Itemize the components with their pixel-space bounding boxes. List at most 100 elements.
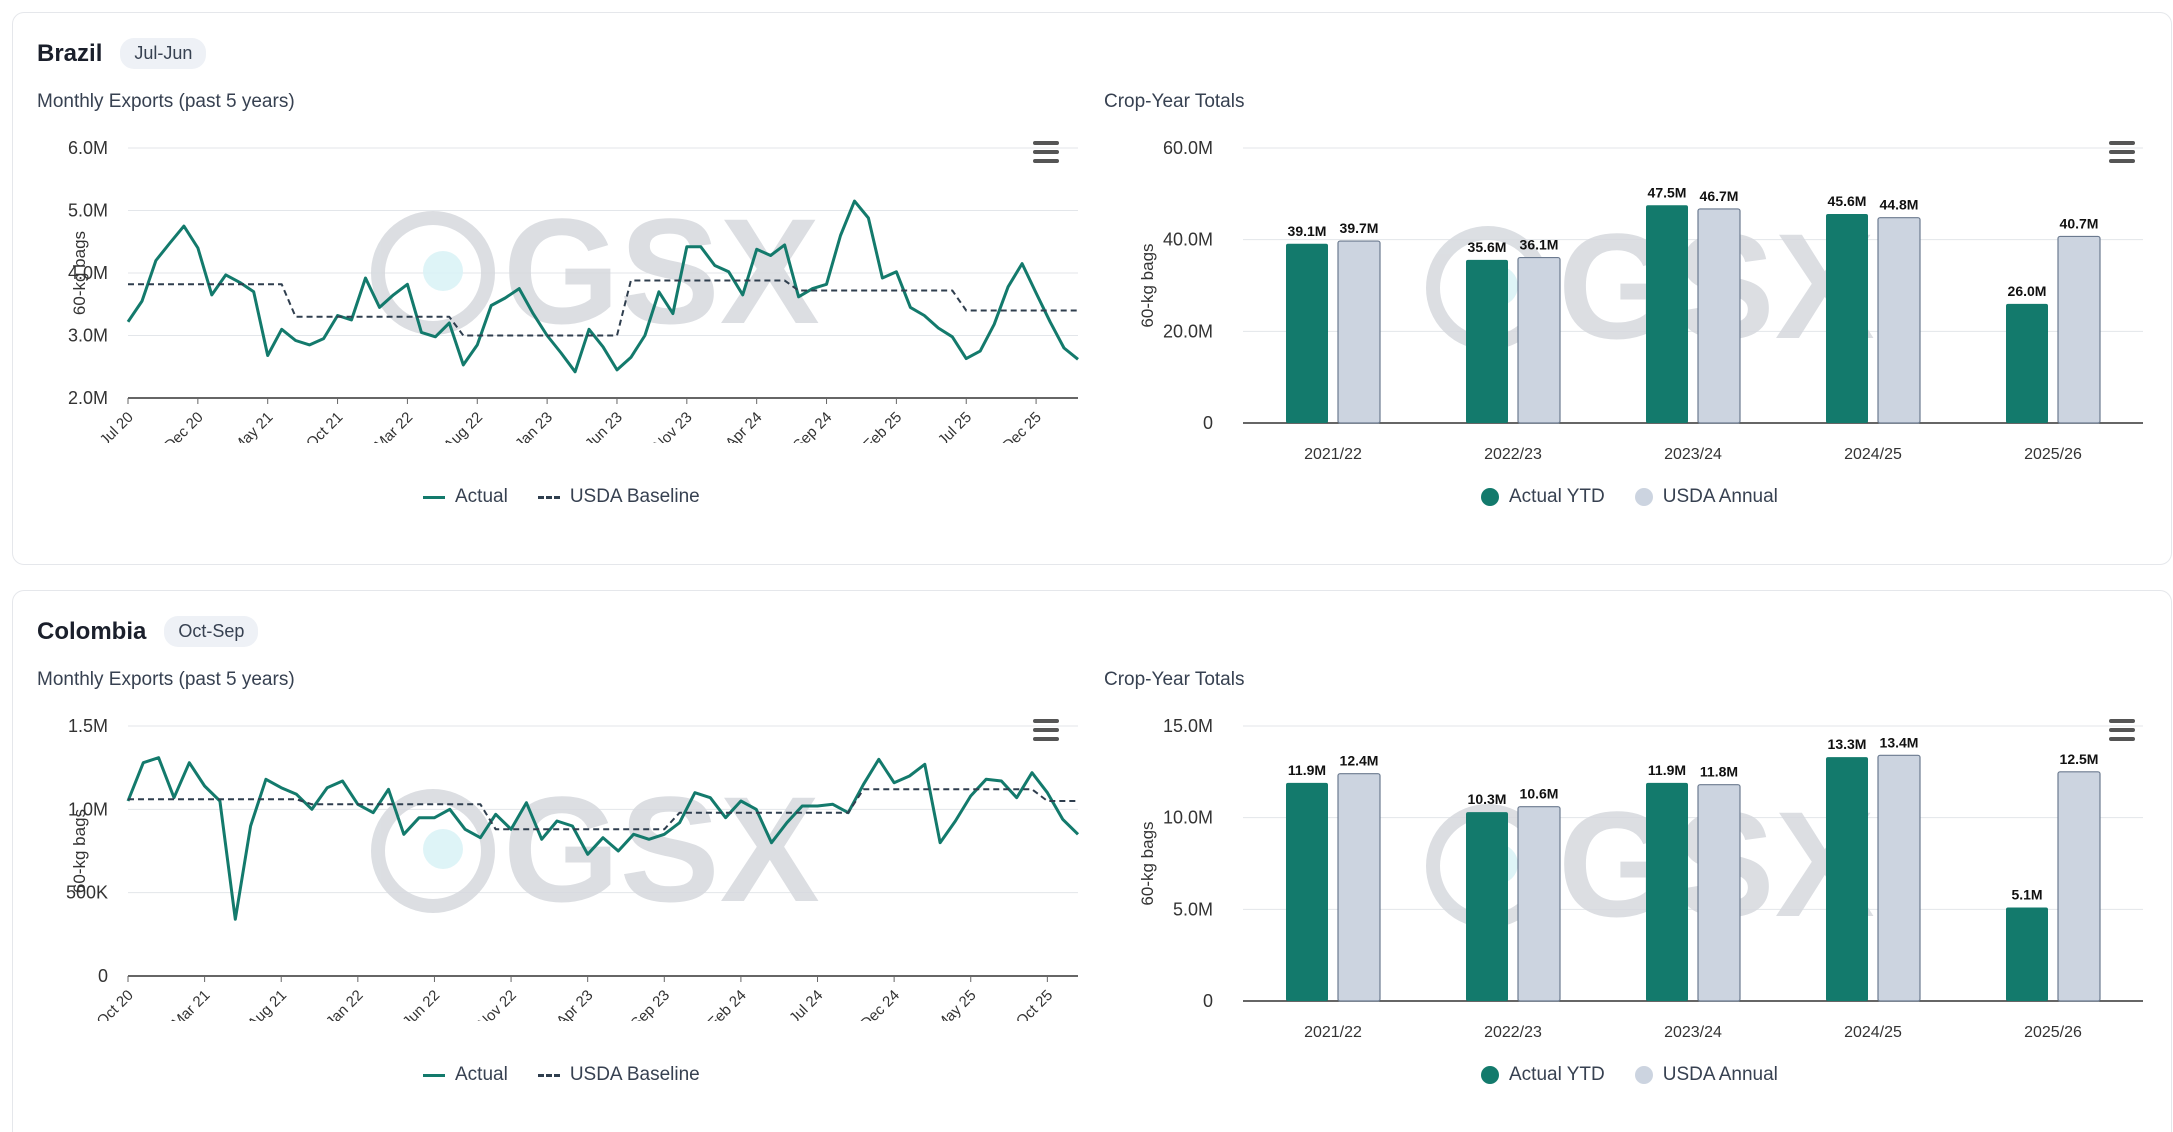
y-tick-label: 1.5M: [68, 716, 108, 736]
bar-actual-ytd: [2006, 907, 2048, 1001]
y-tick-label: 0: [1203, 413, 1213, 433]
y-tick-label: 0: [98, 966, 108, 986]
bar-usda-annual: [1517, 256, 1561, 424]
bar-data-label: 11.9M: [1288, 762, 1326, 778]
baseline-series-line: [128, 279, 1078, 337]
actual-series-line: [126, 756, 1080, 921]
y-tick-label: 10.0M: [1163, 808, 1213, 828]
watermark-text: GSX: [503, 765, 820, 933]
bar-data-label: 44.8M: [1880, 197, 1919, 213]
watermark-text: GSX: [503, 187, 820, 355]
x-tick-label: 2025/26: [2024, 446, 2082, 463]
y-tick-label: 5.0M: [68, 201, 108, 221]
bar-usda-annual: [2057, 771, 2101, 1002]
legend-item-actual-ytd[interactable]: Actual YTD: [1481, 1064, 1605, 1086]
x-tick-label: 2025/26: [2024, 1024, 2082, 1041]
legend-item-baseline[interactable]: USDA Baseline: [537, 486, 700, 508]
y-tick-label: 500K: [66, 883, 108, 903]
colombia-header: Colombia Oct-Sep: [37, 616, 259, 647]
x-tick-label: 2024/25: [1844, 1024, 1902, 1041]
x-tick-label: 2023/24: [1664, 1024, 1722, 1041]
chart-menu-icon[interactable]: [1033, 719, 1059, 741]
x-tick-label: Aug 22: [440, 409, 486, 443]
y-tick-label: 6.0M: [68, 138, 108, 158]
legend-item-usda-annual[interactable]: USDA Annual: [1634, 1064, 1778, 1086]
bar-data-label: 12.5M: [2060, 751, 2099, 767]
bar-data-label: 39.1M: [1288, 223, 1327, 239]
bar-actual-ytd: [1646, 782, 1688, 1001]
bar-usda-annual: [1877, 217, 1921, 424]
bar-actual-ytd: [1646, 205, 1688, 423]
bar-usda-annual: [1517, 806, 1561, 1002]
x-tick-label: Feb 25: [860, 409, 905, 443]
y-tick-label: 0: [1203, 991, 1213, 1011]
legend-line-swatch: [423, 1073, 445, 1077]
bar-data-label: 13.3M: [1828, 736, 1867, 752]
legend-label: USDA Baseline: [569, 486, 700, 507]
y-tick-label: 20.0M: [1163, 321, 1213, 341]
bar-data-label: 5.1M: [2011, 887, 2042, 903]
bar-chart-title: Crop-Year Totals: [1104, 91, 1245, 112]
x-tick-label: Oct 25: [1013, 987, 1056, 1021]
chart-menu-icon[interactable]: [1033, 141, 1059, 163]
bar-data-label: 40.7M: [2060, 215, 2099, 231]
bar-data-label: 36.1M: [1520, 237, 1559, 253]
brazil-header: Brazil Jul-Jun: [37, 38, 207, 69]
y-tick-label: 4.0M: [68, 263, 108, 283]
colombia-monthly-chart: 0 500K 1.0M 1.5M 60-kg bags GSX Oct 20 Mar 21 Au…: [66, 716, 1080, 1021]
x-tick-label: Jan 23: [512, 409, 556, 443]
watermark-ring: [371, 789, 495, 913]
bar-data-label: 45.6M: [1828, 193, 1867, 209]
y-tick-label: 5.0M: [1173, 899, 1213, 919]
legend-label: Actual YTD: [1509, 1064, 1605, 1085]
bar-actual-ytd: [1826, 757, 1868, 1001]
y-tick-label: 60.0M: [1163, 138, 1213, 158]
bar-chart-legend: Actual YTD USDA Annual: [1481, 1064, 1778, 1086]
x-tick-label: Jun 23: [582, 409, 626, 443]
legend-dash-swatch: [537, 495, 560, 499]
x-tick-label: Mar 22: [371, 409, 416, 443]
brazil-panel: Brazil Jul-Jun Monthly Exports (past 5 y…: [12, 12, 2172, 565]
y-axis-label: 60-kg bags: [70, 231, 89, 315]
line-chart-title: Monthly Exports (past 5 years): [37, 669, 295, 690]
chart-menu-icon[interactable]: [2109, 141, 2135, 163]
legend-dot: [1481, 1066, 1499, 1084]
chart-menu-icon[interactable]: [2109, 719, 2135, 741]
y-axis-label: 60-kg bags: [70, 809, 89, 893]
bar-data-label: 47.5M: [1648, 184, 1687, 200]
legend-label: USDA Annual: [1662, 486, 1778, 507]
x-tick-label: May 21: [230, 409, 277, 443]
season-badge: Jul-Jun: [120, 38, 207, 69]
actual-series-line: [126, 199, 1079, 374]
country-title: Colombia: [37, 617, 147, 645]
legend-item-baseline[interactable]: USDA Baseline: [537, 1064, 700, 1086]
bar-actual-ytd: [1286, 782, 1328, 1001]
bar-usda-annual: [1337, 773, 1381, 1002]
x-tick-label: Jul 24: [786, 987, 826, 1021]
line-chart-title: Monthly Exports (past 5 years): [37, 91, 295, 112]
line-chart-legend: Actual USDA Baseline: [423, 1064, 700, 1086]
country-title: Brazil: [37, 39, 103, 67]
bar-data-label: 10.6M: [1520, 786, 1559, 802]
bar-actual-ytd: [2006, 303, 2048, 423]
x-tick-label: Jul 25: [935, 409, 975, 443]
x-tick-label: Jul 20: [97, 409, 137, 443]
x-tick-label: Oct 21: [303, 409, 346, 443]
bar-data-label: 12.4M: [1340, 753, 1379, 769]
x-tick-label: Oct 20: [94, 987, 137, 1021]
line-chart-legend: Actual USDA Baseline: [423, 486, 700, 508]
bar-actual-ytd: [1286, 243, 1328, 423]
y-tick-label: 15.0M: [1163, 716, 1213, 736]
bar-usda-annual: [1337, 240, 1381, 424]
y-tick-label: 40.0M: [1163, 230, 1213, 250]
legend-item-actual[interactable]: Actual: [423, 1064, 508, 1086]
bar-data-label: 11.8M: [1700, 764, 1738, 780]
legend-item-actual-ytd[interactable]: Actual YTD: [1481, 486, 1605, 508]
x-tick-label: Jan 22: [323, 987, 367, 1021]
x-tick-label: Apr 24: [722, 409, 765, 443]
x-tick-label: Apr 23: [553, 987, 596, 1021]
legend-item-actual[interactable]: Actual: [423, 486, 508, 508]
legend-item-usda-annual[interactable]: USDA Annual: [1634, 486, 1778, 508]
watermark-dot: [423, 251, 463, 291]
x-tick-label: Nov 23: [650, 409, 696, 443]
